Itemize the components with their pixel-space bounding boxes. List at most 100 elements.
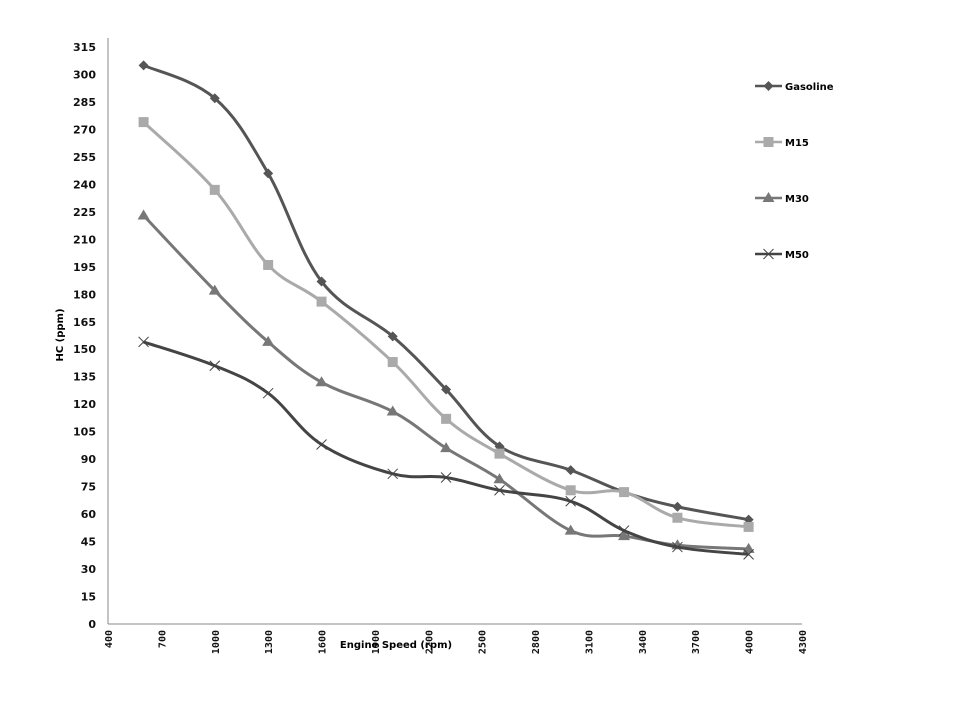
x-marker xyxy=(440,472,452,483)
x-marker xyxy=(494,484,505,496)
y-tick-label: 240 xyxy=(73,178,96,191)
diamond-marker xyxy=(763,81,774,91)
square-marker xyxy=(316,296,327,307)
diamond-marker xyxy=(263,168,274,179)
square-marker xyxy=(387,357,398,368)
x-tick-label: 2800 xyxy=(531,630,542,654)
y-tick-label: 195 xyxy=(73,261,96,274)
x-marker xyxy=(743,549,754,560)
square-marker xyxy=(494,448,505,459)
square-marker xyxy=(209,184,220,195)
diamond-marker xyxy=(387,331,398,342)
y-tick-label: 270 xyxy=(73,123,96,136)
series-line xyxy=(142,121,749,529)
triangle-marker xyxy=(493,473,506,484)
diamond-marker xyxy=(565,465,576,476)
triangle-marker xyxy=(742,542,755,553)
legend-label: Gasoline xyxy=(785,82,834,93)
x-tick-label: 1900 xyxy=(371,630,382,654)
x-marker xyxy=(209,360,221,372)
square-marker xyxy=(672,512,683,523)
square-marker xyxy=(441,413,452,424)
y-tick-label: 0 xyxy=(88,618,96,631)
triangle-marker xyxy=(262,335,275,346)
y-tick-label: 135 xyxy=(73,371,96,384)
x-tick-label: 1000 xyxy=(211,630,222,654)
square-marker xyxy=(138,117,149,128)
x-marker xyxy=(387,468,399,480)
y-tick-label: 165 xyxy=(73,316,96,329)
y-tick-label: 60 xyxy=(81,508,97,521)
legend-label: M30 xyxy=(785,194,809,205)
x-tick-label: 1600 xyxy=(318,630,329,654)
y-tick-label: 315 xyxy=(73,41,96,54)
y-tick-label: 210 xyxy=(73,233,96,246)
series-line xyxy=(142,214,749,551)
x-marker xyxy=(763,248,774,260)
y-tick-label: 30 xyxy=(81,563,97,576)
triangle-marker xyxy=(564,524,577,535)
square-marker xyxy=(565,485,576,496)
diamond-marker xyxy=(441,384,452,395)
x-tick-label: 700 xyxy=(157,630,168,648)
diamond-marker xyxy=(138,60,149,71)
y-tick-label: 120 xyxy=(73,398,96,411)
x-tick-label: 1300 xyxy=(264,630,275,654)
series-m50 xyxy=(138,336,754,560)
diamond-marker xyxy=(672,501,683,512)
x-tick-label: 2200 xyxy=(424,630,435,654)
y-tick-label: 285 xyxy=(73,96,96,109)
x-marker xyxy=(262,387,274,399)
y-tick-label: 105 xyxy=(73,426,96,439)
series-gasoline xyxy=(138,60,754,525)
triangle-marker xyxy=(618,530,631,541)
y-tick-label: 90 xyxy=(81,453,97,466)
x-marker xyxy=(138,336,149,348)
x-tick-label: 4300 xyxy=(798,630,809,654)
x-tick-label: 3100 xyxy=(584,630,595,654)
series-m30 xyxy=(137,209,755,553)
x-tick-label: 2500 xyxy=(478,630,489,654)
y-tick-label: 255 xyxy=(73,151,96,164)
series-m15 xyxy=(138,117,754,532)
y-tick-label: 300 xyxy=(73,68,96,81)
triangle-marker xyxy=(762,192,775,202)
x-marker xyxy=(565,495,577,507)
legend-item-gasoline: Gasoline xyxy=(755,81,834,93)
y-tick-label: 15 xyxy=(81,591,96,604)
x-tick-label: 3400 xyxy=(638,630,649,654)
x-tick-label: 400 xyxy=(104,630,115,648)
x-marker xyxy=(618,525,630,536)
legend-item-m15: M15 xyxy=(755,137,809,149)
x-marker xyxy=(672,541,683,553)
triangle-marker xyxy=(315,376,328,387)
y-tick-label: 75 xyxy=(81,481,96,494)
triangle-marker xyxy=(386,405,399,416)
y-axis-title: HC (ppm) xyxy=(55,308,66,361)
y-axis: 0 15 30 45 60 75 90 105 120 135 150 165 180 195 210 225… xyxy=(73,38,109,631)
triangle-marker xyxy=(440,442,453,453)
legend-item-m50: M50 xyxy=(755,248,809,261)
square-marker xyxy=(263,259,274,270)
x-tick-label: 4000 xyxy=(745,630,756,654)
triangle-marker xyxy=(137,209,150,220)
legend-label: M15 xyxy=(785,138,809,149)
y-tick-label: 180 xyxy=(73,288,96,301)
triangle-marker xyxy=(208,284,221,295)
legend-item-m30: M30 xyxy=(755,192,809,205)
square-marker xyxy=(763,137,774,147)
x-tick-label: 3700 xyxy=(691,630,702,654)
diamond-marker xyxy=(209,93,220,104)
x-axis: 400 700 1000 1300 1600 1900 2200 2500 2800 3100 34… xyxy=(104,623,809,654)
diamond-marker xyxy=(316,276,327,287)
y-tick-label: 225 xyxy=(73,206,96,219)
y-tick-label: 150 xyxy=(73,343,96,356)
square-marker xyxy=(743,521,754,532)
series-layer xyxy=(137,60,755,560)
x-marker xyxy=(316,439,327,450)
legend: Gasoline M15 M30 M50 xyxy=(755,81,834,261)
square-marker xyxy=(619,487,630,498)
legend-label: M50 xyxy=(785,250,809,261)
y-tick-label: 45 xyxy=(81,536,96,549)
